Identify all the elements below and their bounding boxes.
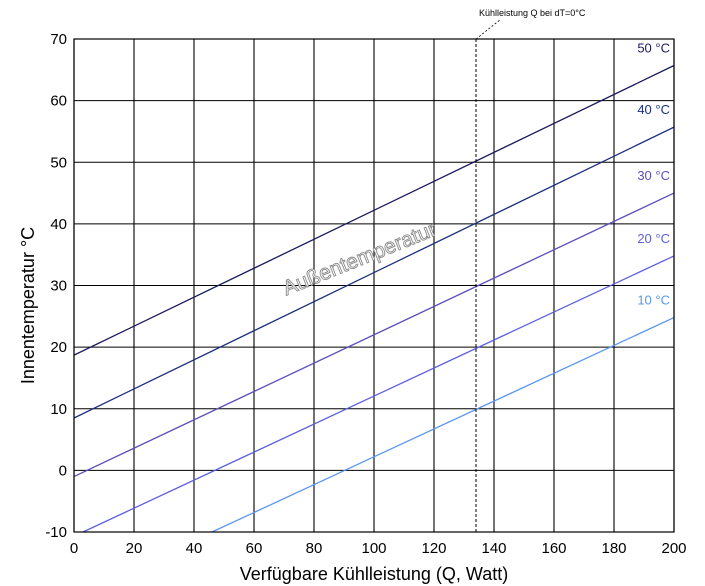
series-line — [211, 316, 674, 532]
series-line — [74, 64, 674, 356]
x-tick-labels: 0 20 40 60 80 100 120 140 160 180 200 — [70, 540, 687, 557]
y-tick-label: 50 — [50, 154, 67, 171]
plot-frame — [73, 38, 675, 533]
y-tick-label: 40 — [50, 216, 67, 233]
x-tick-label: 80 — [306, 540, 323, 557]
series-label: 30 °C — [637, 168, 670, 183]
x-tick-label: 160 — [541, 540, 566, 557]
series-label: 50 °C — [637, 40, 670, 55]
y-tick-label: -10 — [45, 524, 67, 541]
series-label: 20 °C — [637, 231, 670, 246]
y-tick-label: 30 — [50, 278, 67, 295]
y-tick-label: 10 — [50, 401, 67, 418]
y-axis-label: Innentemperatur °C — [18, 227, 38, 384]
x-tick-label: 200 — [661, 540, 686, 557]
y-tick-label: 60 — [50, 93, 67, 110]
series-label: 10 °C — [637, 293, 670, 308]
series-line — [74, 192, 674, 478]
x-tick-label: 40 — [186, 540, 203, 557]
x-tick-label: 20 — [126, 540, 143, 557]
y-tick-label: 20 — [50, 339, 67, 356]
x-tick-label: 0 — [70, 540, 78, 557]
x-tick-label: 60 — [246, 540, 263, 557]
y-tick-label: 0 — [59, 462, 67, 479]
y-tick-labels: -10 0 10 20 30 40 50 60 70 — [45, 31, 67, 541]
series-line — [74, 126, 674, 419]
series-label: 40 °C — [637, 102, 670, 117]
reference-label: Kühlleistung Q bei dT=0°C — [479, 8, 586, 18]
x-tick-label: 140 — [481, 540, 506, 557]
series-labels: 50 °C 40 °C 30 °C 20 °C 10 °C — [637, 40, 670, 307]
series-lines — [74, 64, 674, 532]
x-tick-label: 100 — [361, 540, 386, 557]
series-line — [82, 255, 674, 532]
curve-annotation: Außentemperatur — [279, 218, 439, 301]
reference-leader — [475, 18, 502, 40]
grid — [73, 38, 675, 533]
x-axis-label: Verfügbare Kühlleistung (Q, Watt) — [240, 564, 508, 584]
x-tick-label: 180 — [601, 540, 626, 557]
y-tick-label: 70 — [50, 31, 67, 48]
reference-line-group: Kühlleistung Q bei dT=0°C — [475, 8, 586, 532]
x-tick-label: 120 — [421, 540, 446, 557]
